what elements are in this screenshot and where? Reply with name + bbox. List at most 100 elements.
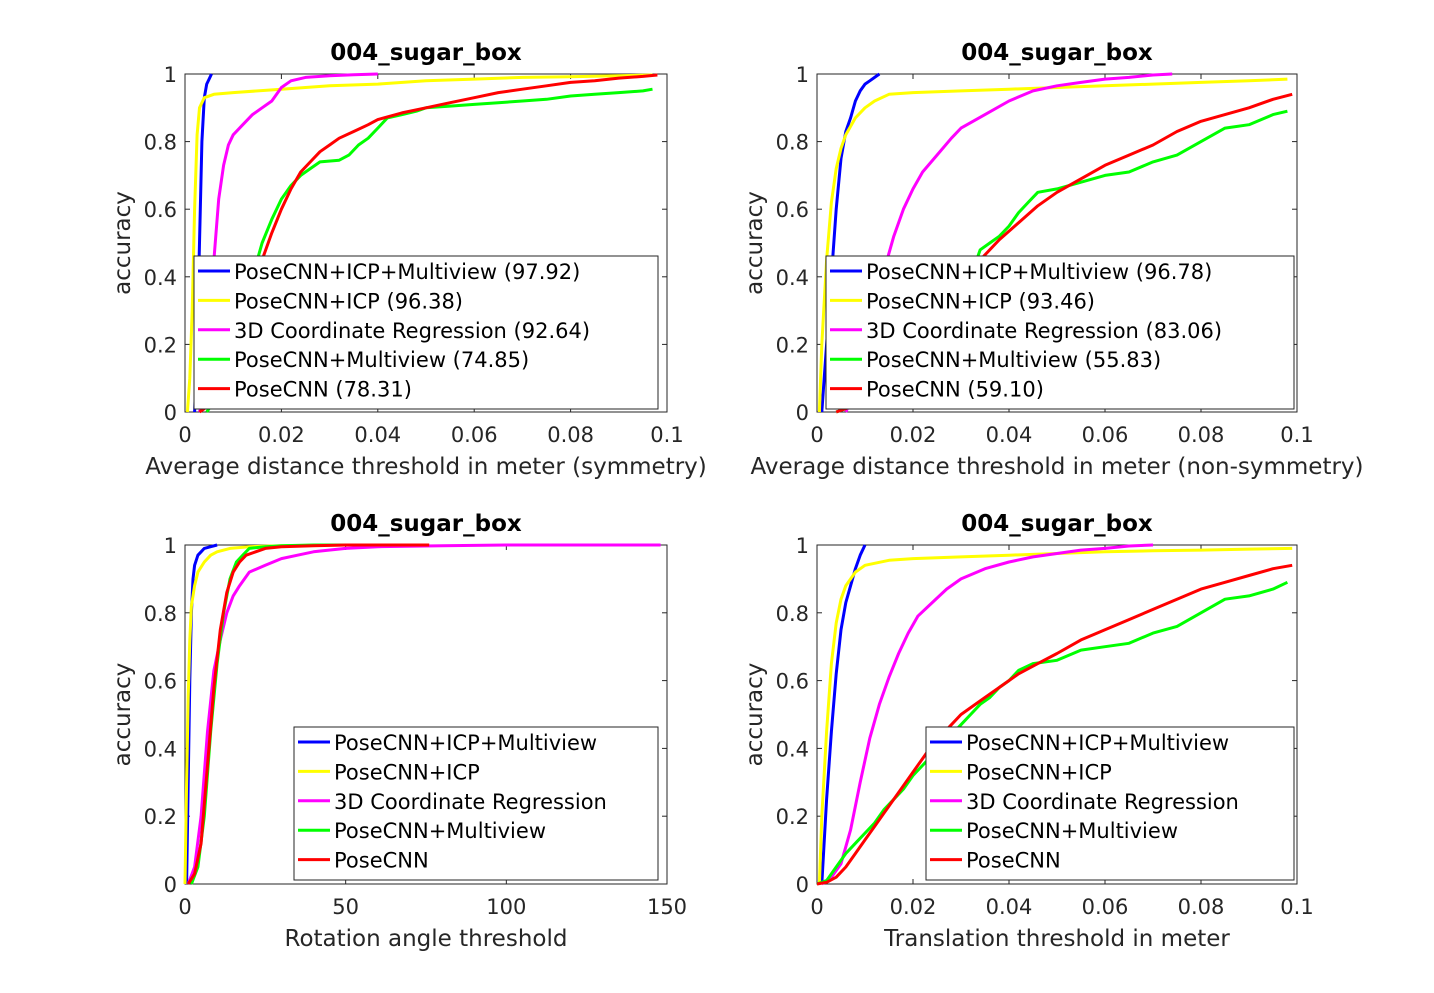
chart-title: 004_sugar_box bbox=[330, 511, 522, 537]
series-line bbox=[183, 543, 346, 885]
y-tick-label: 0.4 bbox=[144, 737, 177, 761]
x-axis-label: Average distance threshold in meter (non… bbox=[750, 454, 1363, 480]
legend: PoseCNN+ICP+Multiview (97.92) PoseCNN+ICP… bbox=[193, 255, 659, 410]
legend-entry: PoseCNN+Multiview bbox=[966, 819, 1178, 843]
series-line bbox=[816, 580, 1289, 886]
chart-panel-1: 0 0.02 0.04 0.06 0.08 0.1 0 0.2 0.4 0.6 0.8 1 004_su… bbox=[110, 40, 707, 480]
y-tick-label: 0.4 bbox=[776, 266, 809, 290]
series-line bbox=[816, 563, 1293, 886]
x-tick-label: 0.08 bbox=[547, 423, 594, 447]
x-tick-label: 0.06 bbox=[1082, 895, 1129, 919]
series-line bbox=[820, 543, 1154, 886]
chart-title: 004_sugar_box bbox=[961, 40, 1153, 66]
y-tick-label: 0.2 bbox=[144, 805, 177, 829]
legend-entry: PoseCNN+ICP (93.46) bbox=[866, 289, 1095, 313]
x-tick-label: 0 bbox=[810, 895, 823, 919]
y-axis-label: accuracy bbox=[742, 663, 768, 767]
legend-entry: 3D Coordinate Regression bbox=[334, 790, 607, 814]
chart-panel-4: 0 0.02 0.04 0.06 0.08 0.1 0 0.2 0.4 0.6 0.8 1 004_su… bbox=[742, 511, 1314, 952]
legend-box bbox=[925, 726, 1295, 881]
x-tick-label: 0.1 bbox=[650, 423, 683, 447]
legend-box bbox=[193, 255, 659, 410]
y-axis-label: accuracy bbox=[110, 191, 136, 295]
x-tick-label: 0.02 bbox=[890, 423, 937, 447]
x-axis-label: Average distance threshold in meter (sym… bbox=[145, 454, 707, 480]
y-tick-label: 0.4 bbox=[144, 266, 177, 290]
legend-entry: PoseCNN bbox=[334, 849, 429, 873]
legend-entry: PoseCNN+ICP bbox=[334, 760, 480, 784]
chart-title: 004_sugar_box bbox=[961, 511, 1153, 537]
y-tick-label: 0 bbox=[796, 401, 809, 425]
legend-box bbox=[825, 255, 1295, 410]
y-axis-label: accuracy bbox=[110, 663, 136, 767]
legend-entry: PoseCNN+Multiview bbox=[334, 819, 546, 843]
legend-entry: PoseCNN (59.10) bbox=[866, 378, 1044, 402]
legend-entry: PoseCNN+ICP bbox=[966, 760, 1112, 784]
y-tick-label: 0.8 bbox=[144, 131, 177, 155]
legend-entry: PoseCNN+ICP+Multiview bbox=[966, 731, 1229, 755]
chart-panel-2: 0 0.02 0.04 0.06 0.08 0.1 0 0.2 0.4 0.6 0.8 1 004_su… bbox=[742, 40, 1364, 480]
x-tick-label: 100 bbox=[486, 895, 526, 919]
legend-entry: PoseCNN+ICP (96.38) bbox=[234, 289, 463, 313]
y-tick-label: 0.6 bbox=[144, 670, 177, 694]
series-line bbox=[185, 73, 653, 413]
legend: PoseCNN+ICP+Multiview (96.78) PoseCNN+ICP… bbox=[825, 255, 1295, 410]
series-line bbox=[820, 544, 867, 885]
chart-panel-3: 0 50 100 150 0 0.2 0.4 0.6 0.8 1 004_sugar_box Rota… bbox=[110, 511, 687, 952]
legend: PoseCNN+ICP+Multiview PoseCNN+ICP 3D Coord… bbox=[293, 726, 659, 881]
series-line bbox=[186, 543, 430, 885]
x-tick-label: 0.04 bbox=[986, 895, 1033, 919]
series-line bbox=[817, 546, 1293, 885]
y-tick-label: 0.6 bbox=[776, 198, 809, 222]
x-tick-label: 0.04 bbox=[986, 423, 1033, 447]
series-line bbox=[817, 77, 1288, 413]
y-tick-label: 0.8 bbox=[144, 602, 177, 626]
x-tick-label: 0.02 bbox=[258, 423, 305, 447]
legend-entry: PoseCNN+Multiview (74.85) bbox=[234, 348, 529, 372]
x-axis-label: Rotation angle threshold bbox=[285, 926, 568, 952]
y-tick-label: 1 bbox=[796, 534, 809, 558]
y-tick-label: 0.4 bbox=[776, 737, 809, 761]
legend-entry: 3D Coordinate Regression (83.06) bbox=[866, 319, 1222, 343]
y-tick-label: 0.8 bbox=[776, 602, 809, 626]
x-tick-label: 0.02 bbox=[890, 895, 937, 919]
y-tick-label: 0.6 bbox=[776, 670, 809, 694]
legend-entry: PoseCNN+ICP+Multiview (96.78) bbox=[866, 260, 1212, 284]
y-tick-label: 1 bbox=[164, 63, 177, 87]
legend-entry: 3D Coordinate Regression bbox=[966, 790, 1239, 814]
y-axis-label: accuracy bbox=[742, 191, 768, 295]
chart-title: 004_sugar_box bbox=[330, 40, 522, 66]
legend-entry: PoseCNN+ICP+Multiview (97.92) bbox=[234, 260, 580, 284]
x-tick-label: 0.08 bbox=[1178, 423, 1225, 447]
legend-box bbox=[293, 726, 659, 881]
x-tick-label: 0.06 bbox=[451, 423, 498, 447]
x-tick-label: 150 bbox=[647, 895, 687, 919]
y-tick-label: 0.8 bbox=[776, 131, 809, 155]
x-tick-label: 0.06 bbox=[1082, 423, 1129, 447]
legend: PoseCNN+ICP+Multiview PoseCNN+ICP 3D Coord… bbox=[925, 726, 1295, 881]
y-tick-label: 0 bbox=[164, 401, 177, 425]
x-axis-label: Translation threshold in meter bbox=[883, 926, 1230, 952]
y-tick-label: 0.2 bbox=[776, 805, 809, 829]
legend-entry: PoseCNN+ICP+Multiview bbox=[334, 731, 597, 755]
legend-entry: 3D Coordinate Regression (92.64) bbox=[234, 319, 590, 343]
x-tick-label: 0.08 bbox=[1178, 895, 1225, 919]
y-tick-label: 0.2 bbox=[776, 333, 809, 357]
legend-entry: PoseCNN+Multiview (55.83) bbox=[866, 348, 1161, 372]
y-tick-label: 1 bbox=[164, 534, 177, 558]
y-tick-label: 0 bbox=[796, 873, 809, 897]
y-tick-label: 1 bbox=[796, 63, 809, 87]
y-tick-label: 0 bbox=[164, 873, 177, 897]
x-tick-label: 50 bbox=[332, 895, 359, 919]
x-tick-label: 0.1 bbox=[1280, 895, 1313, 919]
legend-entry: PoseCNN bbox=[966, 849, 1061, 873]
series-line bbox=[186, 543, 661, 885]
x-tick-label: 0 bbox=[810, 423, 823, 447]
x-tick-label: 0 bbox=[178, 423, 191, 447]
x-tick-label: 0 bbox=[178, 895, 191, 919]
x-tick-label: 0.04 bbox=[354, 423, 401, 447]
y-tick-label: 0.2 bbox=[144, 333, 177, 357]
y-tick-label: 0.6 bbox=[144, 198, 177, 222]
legend-entry: PoseCNN (78.31) bbox=[234, 378, 412, 402]
